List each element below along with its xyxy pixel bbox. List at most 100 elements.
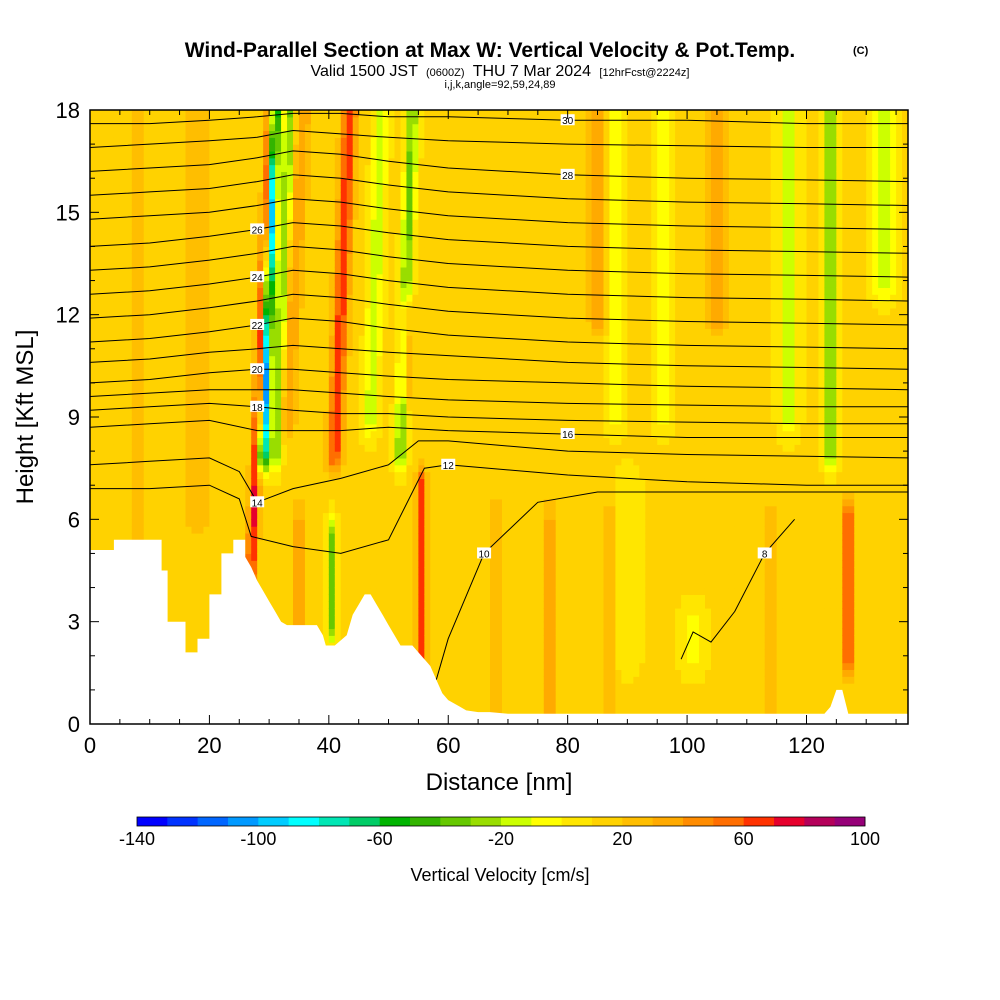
velocity-cell (119, 280, 127, 288)
velocity-cell (322, 471, 330, 479)
velocity-cell (191, 212, 199, 220)
velocity-cell (370, 157, 378, 166)
velocity-cell (298, 594, 306, 602)
velocity-cell (185, 280, 193, 288)
velocity-cell (412, 130, 419, 138)
velocity-cell (95, 369, 103, 377)
velocity-cell (293, 369, 300, 377)
velocity-cell (334, 471, 342, 479)
velocity-cell (179, 157, 187, 166)
velocity-cell (269, 573, 276, 582)
velocity-cell (149, 321, 157, 329)
velocity-cell (233, 505, 240, 514)
velocity-cell (251, 266, 258, 275)
velocity-cell (161, 553, 169, 561)
velocity-cell (340, 587, 348, 595)
velocity-cell (269, 382, 276, 391)
velocity-cell (125, 376, 133, 384)
velocity-cell (161, 423, 169, 432)
velocity-cell (328, 628, 336, 636)
velocity-cell (400, 178, 408, 186)
velocity-cell (322, 321, 330, 329)
velocity-cell (221, 110, 228, 118)
velocity-cell (340, 307, 348, 316)
velocity-cell (137, 116, 145, 125)
velocity-cell (406, 301, 414, 309)
velocity-cell (346, 457, 354, 466)
velocity-cell (394, 287, 402, 295)
velocity-cell (328, 171, 336, 179)
velocity-cell (245, 144, 252, 152)
velocity-cell (275, 232, 282, 241)
velocity-cell (328, 191, 336, 200)
velocity-cell (233, 369, 240, 377)
velocity-cell (340, 178, 348, 186)
velocity-cell (245, 273, 252, 282)
velocity-cell (179, 198, 187, 207)
velocity-cell (412, 157, 419, 166)
velocity-cell (227, 376, 234, 384)
velocity-cell (257, 410, 264, 418)
velocity-cell (173, 417, 181, 425)
velocity-cell (316, 621, 324, 630)
velocity-cell (185, 532, 193, 541)
velocity-cell (125, 492, 133, 500)
velocity-cell (149, 471, 157, 479)
velocity-cell (119, 157, 127, 166)
velocity-cell (245, 505, 252, 514)
velocity-cell (95, 505, 103, 514)
velocity-cell (287, 191, 294, 200)
velocity-cell (281, 471, 288, 479)
velocity-cell (394, 430, 402, 439)
velocity-cell (125, 437, 133, 445)
velocity-cell (161, 185, 169, 193)
velocity-cell (400, 198, 408, 207)
velocity-cell (257, 157, 264, 166)
velocity-cell (316, 403, 324, 411)
velocity-cell (191, 492, 199, 500)
velocity-cell (239, 239, 246, 248)
velocity-cell (245, 451, 252, 459)
grid-indices: i,j,k,angle=92,59,24,89 (444, 79, 555, 91)
velocity-cell (275, 423, 282, 432)
velocity-cell (364, 130, 372, 138)
velocity-cell (233, 519, 240, 527)
velocity-cell (293, 253, 300, 261)
velocity-cell (316, 376, 324, 384)
velocity-cell (352, 526, 360, 534)
velocity-cell (107, 137, 115, 145)
velocity-cell (346, 526, 354, 534)
velocity-cell (179, 382, 187, 391)
velocity-cell (251, 253, 258, 261)
velocity-cell (245, 539, 252, 548)
velocity-cell (245, 294, 252, 302)
velocity-cell (90, 301, 97, 309)
velocity-cell (418, 628, 425, 636)
velocity-cell (364, 437, 372, 445)
velocity-cell (322, 417, 330, 425)
velocity-cell (275, 164, 282, 172)
velocity-cell (101, 171, 109, 179)
velocity-cell (221, 307, 228, 316)
velocity-cell (191, 485, 199, 493)
velocity-cell (310, 587, 318, 595)
velocity-cell (209, 389, 216, 398)
velocity-cell (322, 587, 330, 595)
velocity-cell (113, 273, 121, 282)
velocity-cell (400, 212, 408, 220)
velocity-cell (209, 573, 216, 582)
velocity-cell (418, 512, 425, 520)
velocity-cell (173, 410, 181, 418)
velocity-cell (185, 328, 193, 336)
velocity-cell (287, 157, 294, 166)
velocity-cell (334, 464, 342, 473)
velocity-cell (209, 396, 216, 404)
valid-utc: (0600Z) (426, 67, 465, 79)
velocity-cell (203, 437, 211, 445)
velocity-cell (388, 150, 396, 159)
velocity-cell (227, 225, 234, 234)
velocity-cell (149, 369, 157, 377)
velocity-cell (179, 178, 187, 186)
velocity-cell (203, 191, 211, 200)
velocity-cell (197, 444, 205, 452)
